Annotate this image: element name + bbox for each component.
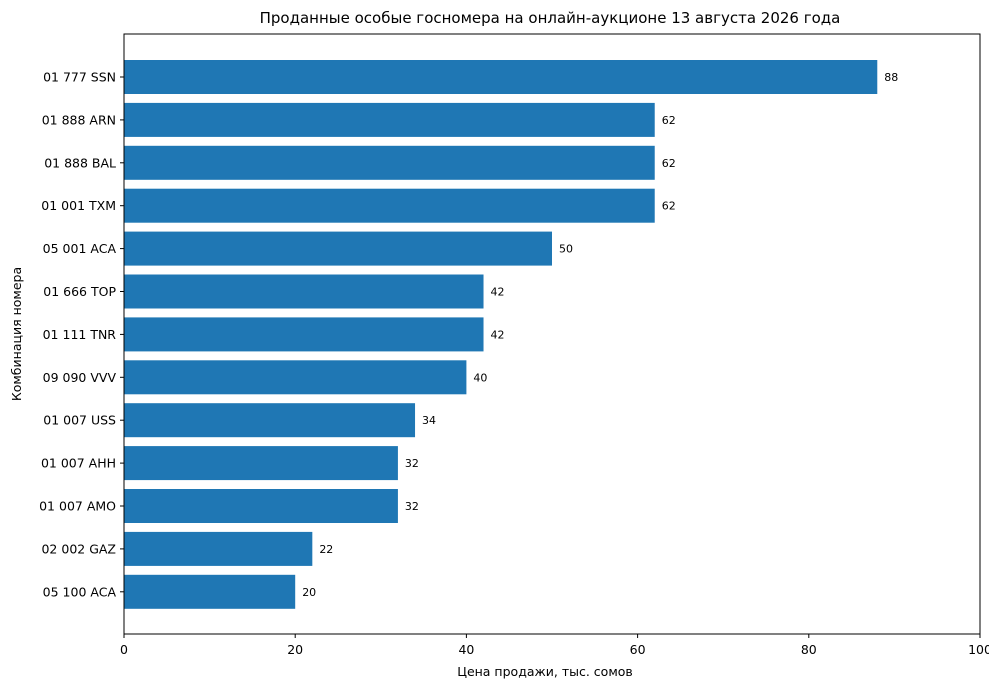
y-tick-label: 01 666 TOP	[43, 284, 116, 299]
data-label: 50	[559, 243, 573, 256]
chart-title: Проданные особые госномера на онлайн-аук…	[260, 9, 841, 27]
bar	[124, 145, 655, 180]
x-tick-label: 60	[630, 642, 646, 657]
x-tick-label: 100	[968, 642, 989, 657]
bar	[124, 531, 313, 566]
bar	[124, 446, 398, 481]
y-tick-label: 01 001 TXM	[41, 198, 116, 213]
y-tick-label: 01 888 ARN	[42, 112, 116, 127]
bar	[124, 403, 416, 438]
y-tick-label: 02 002 GAZ	[41, 541, 116, 556]
y-tick-label: 01 007 AMO	[39, 499, 116, 514]
bar	[124, 102, 655, 137]
y-tick-label: 01 111 TNR	[43, 327, 117, 342]
data-label: 62	[662, 114, 676, 127]
data-label: 42	[491, 286, 505, 299]
bar	[124, 231, 552, 266]
bar	[124, 188, 655, 223]
y-tick-label: 01 777 SSN	[43, 70, 116, 85]
x-tick-label: 40	[458, 642, 474, 657]
plot-frame	[123, 33, 981, 635]
data-label: 32	[405, 500, 419, 513]
y-tick-label: 05 001 ACA	[43, 241, 117, 256]
data-label: 40	[473, 371, 487, 384]
data-label: 62	[662, 157, 676, 170]
data-label: 88	[884, 71, 898, 84]
bar	[124, 489, 398, 523]
y-tick-label: 09 090 VVV	[43, 370, 117, 385]
data-label: 22	[319, 543, 333, 556]
y-tick-label: 05 100 ACA	[43, 584, 117, 599]
data-label: 42	[491, 328, 505, 341]
bars-layer: 88 62 62 62 50 42 42 40 34 32 32 22 20	[124, 60, 898, 609]
data-label: 62	[662, 200, 676, 213]
x-tick-label: 20	[287, 642, 303, 657]
bar	[124, 60, 878, 94]
x-tick-label: 0	[120, 642, 128, 657]
y-axis-label: Комбинация номера	[9, 267, 24, 401]
x-tick-label: 80	[801, 642, 817, 657]
axes-layer: 01 777 SSN 01 888 ARN 01 888 BAL 01 001 TXM…	[39, 33, 989, 657]
data-label: 20	[302, 586, 316, 599]
bar	[124, 360, 467, 395]
data-label: 34	[422, 414, 436, 427]
bar	[124, 274, 484, 309]
y-tick-label: 01 007 AHH	[41, 456, 116, 471]
bar	[124, 574, 296, 609]
bar	[124, 317, 484, 352]
data-label: 32	[405, 457, 419, 470]
y-tick-label: 01 007 USS	[43, 413, 116, 428]
x-axis-label: Цена продажи, тыс. сомов	[457, 664, 633, 679]
y-tick-label: 01 888 BAL	[44, 155, 116, 170]
